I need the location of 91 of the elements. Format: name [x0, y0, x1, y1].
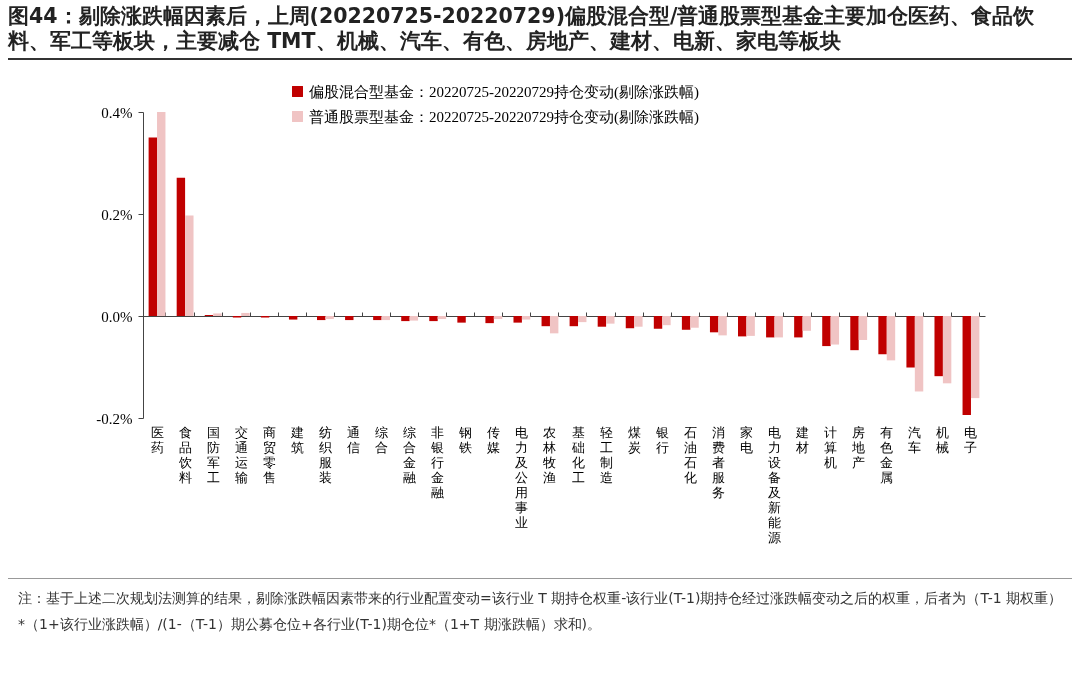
- x-tick-label: 轻工制造: [599, 424, 613, 485]
- bar: [914, 316, 924, 392]
- bar: [485, 316, 494, 324]
- bar: [681, 316, 691, 330]
- x-tick-label: 计算机: [824, 424, 838, 470]
- bar: [690, 316, 699, 328]
- x-tick-label: 纺织服装: [318, 424, 332, 485]
- bar: [886, 316, 896, 361]
- bar: [794, 316, 803, 338]
- x-tick-label: 非银行金融: [430, 424, 445, 500]
- bar: [288, 316, 298, 320]
- x-tick-label: 煤炭: [627, 424, 641, 455]
- x-tick-label: 传媒: [487, 424, 501, 455]
- bar: [549, 316, 559, 334]
- x-tick-label: 房地产: [851, 424, 866, 470]
- x-tick-label: 基础化工: [570, 424, 585, 485]
- bar: [409, 316, 419, 321]
- bar: [746, 316, 755, 336]
- bar: [325, 316, 334, 320]
- x-tick-label: 国防军工: [206, 424, 220, 485]
- y-tick-label: 0.0%: [101, 308, 133, 325]
- x-tick-label: 医药: [150, 424, 164, 455]
- text: 注：基于上述二次规划法测算的结果，剔除涨跌幅因素带来的行业配置变动=该行业 T 期持仓权重-该行业(T-1)期持仓经过涨跌幅变动之后的权重，后者为（T-1 期权重）*（1+该行业涨跌幅）/(1-（T-1）期公募仓位+各行业(T-1)期仓位*（1+T 期涨跌幅）求和)。: [18, 589, 1064, 634]
- x-tick-label: 汽车: [908, 424, 922, 455]
- x-tick-label: 家电: [739, 424, 753, 455]
- bar: [962, 316, 971, 415]
- y-tick-label: 0.4%: [101, 104, 133, 121]
- bar: [802, 316, 811, 331]
- bar: [718, 316, 727, 336]
- bar: [457, 316, 466, 323]
- x-tick-label: 电力设备及新能源: [768, 424, 781, 545]
- x-tick-label: 消费者服务: [711, 424, 725, 500]
- x-tick-label: 综合金融: [403, 424, 417, 485]
- bar: [241, 312, 250, 316]
- bar: [513, 316, 522, 323]
- bar: [634, 316, 643, 327]
- bar: [934, 316, 943, 377]
- bar: [625, 316, 635, 329]
- bar: [373, 316, 382, 321]
- bar: [157, 112, 166, 316]
- bar: [822, 316, 831, 347]
- bar: [541, 316, 550, 327]
- bar: [493, 316, 503, 320]
- x-tick-label: 商贸零售: [262, 424, 276, 485]
- bar: [437, 316, 447, 320]
- chart-title: 图44：剔除涨跌幅因素后，上周(20220725-20220729)偏股混合型/普通股票型基金主要加仓医药、食品饮料、军工等板块，主要减仓 TMT、机械、汽车、有色、房地产、建材、电新、家电等板块: [8, 4, 1072, 60]
- bar: [774, 316, 783, 338]
- bar: [401, 316, 410, 322]
- bar: [381, 316, 390, 321]
- x-tick-label: 有色金属: [880, 424, 894, 485]
- bar: [317, 316, 326, 321]
- bar: [830, 316, 840, 345]
- x-tick-label: 电力及公用事业: [515, 424, 529, 530]
- x-tick-label: 综合: [375, 424, 389, 455]
- bar: [709, 316, 719, 333]
- bar: [148, 137, 158, 316]
- x-tick-label: 农林牧渔: [542, 424, 557, 485]
- legend-label: 普通股票型基金：20220725-20220729持仓变动(剔除涨跌幅): [309, 108, 699, 126]
- bar: [878, 316, 887, 355]
- x-tick-label: 通信: [347, 424, 360, 455]
- bar: [970, 316, 980, 399]
- x-tick-label: 建材: [795, 424, 810, 455]
- legend-label: 偏股混合型基金：20220725-20220729持仓变动(剔除涨跌幅): [309, 83, 699, 101]
- bar: [176, 177, 186, 316]
- x-tick-label: 食品饮料: [177, 424, 192, 485]
- bar: [578, 316, 587, 323]
- x-tick-label: 交通运输: [234, 424, 248, 485]
- x-tick-label: 建筑: [289, 424, 304, 455]
- bar: [185, 215, 194, 316]
- x-tick-label: 电子: [964, 424, 978, 455]
- bar: [942, 316, 952, 384]
- y-tick-label: -0.2%: [96, 410, 133, 427]
- x-tick-label: 石油石化: [683, 424, 697, 485]
- bar: [345, 316, 354, 321]
- bar: [850, 316, 859, 351]
- bar: [766, 316, 775, 338]
- bar: [569, 316, 579, 327]
- bar: [858, 316, 868, 340]
- bar: [521, 316, 531, 320]
- bar: [653, 316, 663, 329]
- bar: [429, 316, 438, 322]
- bar: [738, 316, 747, 337]
- bar: [606, 316, 615, 324]
- bar: [213, 313, 222, 316]
- x-tick-label: 钢铁: [458, 424, 473, 455]
- y-tick-label: 0.2%: [101, 206, 133, 223]
- x-tick-label: 银行: [654, 424, 669, 455]
- bar: [597, 316, 607, 327]
- bar: [906, 316, 915, 368]
- x-tick-label: 机械: [936, 424, 950, 455]
- bar: [662, 316, 671, 326]
